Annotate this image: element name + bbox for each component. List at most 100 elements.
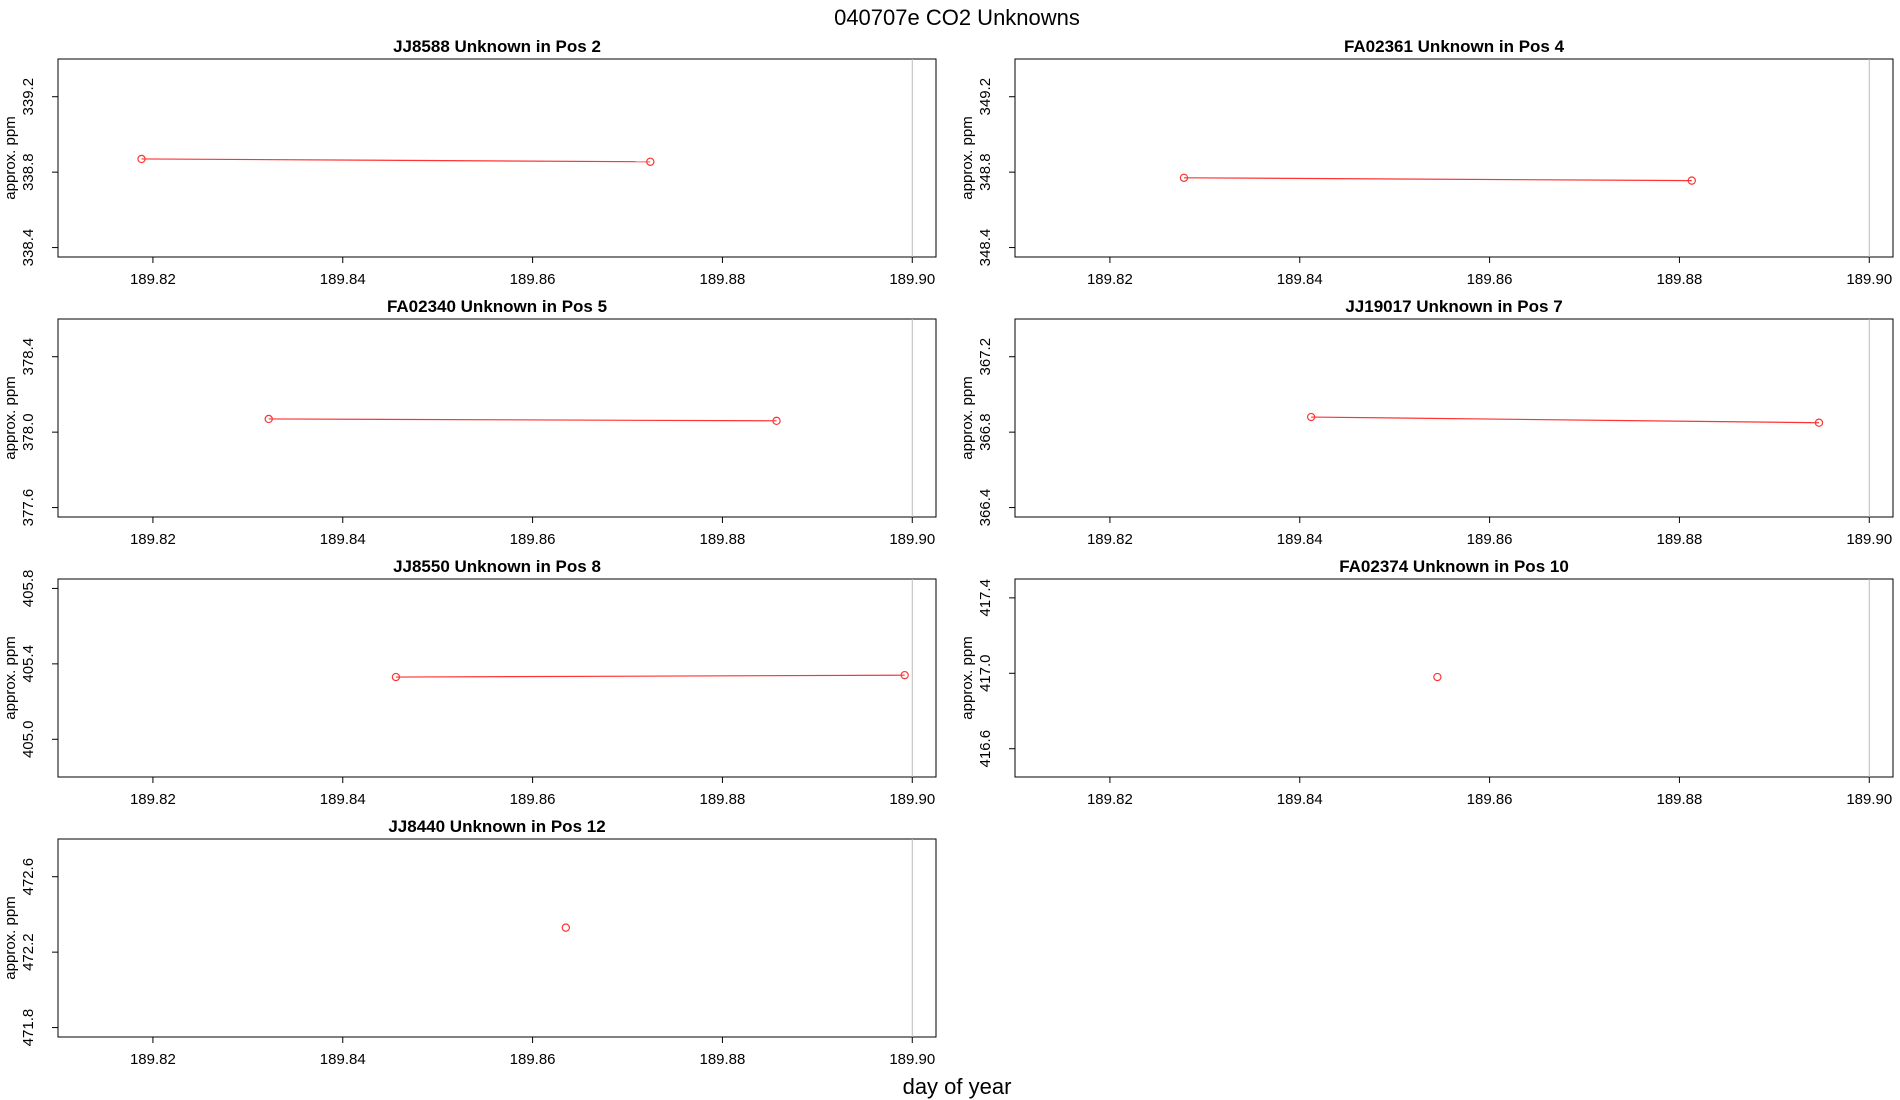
plot-frame [1014,58,1894,258]
plot-frame [57,838,937,1038]
x-tick-label: 189.90 [889,1051,935,1068]
x-tick-label: 189.86 [1467,531,1513,548]
panel-title: JJ8550 Unknown in Pos 8 [393,557,601,576]
chart-panel: FA02374 Unknown in Pos 10 189.82 189.84 189… [959,557,1894,808]
y-tick-label: 472.6 [20,858,37,896]
panel-title: FA02374 Unknown in Pos 10 [1339,557,1569,576]
data-point [1814,418,1824,427]
figure-title: 040707e CO2 Unknowns [834,5,1080,30]
x-tick-label: 189.84 [320,271,366,288]
x-tick-label: 189.88 [699,271,745,288]
y-tick-label: 417.4 [977,579,994,617]
x-tick-label: 189.90 [1846,791,1892,808]
x-tick-label: 189.88 [1656,791,1702,808]
data-point [561,923,571,932]
y-axis-label: approx. ppm [2,116,19,199]
panel-title: FA02361 Unknown in Pos 4 [1344,37,1565,56]
y-tick-label: 378.0 [20,413,37,451]
x-tick-label: 189.84 [1277,531,1323,548]
chart-panel: FA02361 Unknown in Pos 4 189.82 189.84 189.… [959,37,1894,288]
y-tick-label: 348.4 [977,229,994,267]
x-tick-label: 189.82 [130,271,176,288]
x-tick-label: 189.90 [889,531,935,548]
data-point [772,416,781,426]
y-tick-label: 338.8 [20,153,37,191]
series-line [141,158,651,163]
data-point [646,157,655,166]
chart-panel: JJ8550 Unknown in Pos 8 189.82 189.84 189.8… [2,557,937,808]
x-tick-label: 189.88 [1656,271,1702,288]
x-tick-label: 189.90 [889,271,935,288]
plot-frame [1014,578,1894,778]
plot-frame [57,318,937,518]
x-tick-label: 189.82 [1087,531,1133,548]
chart-panel: JJ19017 Unknown in Pos 7 189.82 189.84 189.… [959,297,1894,548]
x-tick-label: 189.82 [1087,271,1133,288]
y-tick-label: 366.8 [977,413,994,451]
y-axis-label: approx. ppm [2,636,19,719]
y-tick-label: 417.0 [977,655,994,693]
x-tick-label: 189.86 [510,1051,556,1068]
chart-panel: FA02340 Unknown in Pos 5 189.82 189.84 189.… [2,297,937,548]
data-point [1687,176,1696,185]
panel-title: JJ19017 Unknown in Pos 7 [1345,297,1562,316]
y-tick-label: 366.4 [977,489,994,527]
y-tick-label: 405.4 [20,645,37,683]
x-tick-label: 189.90 [1846,271,1892,288]
y-tick-label: 367.2 [977,338,994,376]
series-line [268,418,777,422]
series-line [395,674,905,678]
x-tick-label: 189.82 [130,1051,176,1068]
plot-frame [57,58,937,258]
x-tick-label: 189.86 [1467,271,1513,288]
series-line [1183,177,1692,182]
x-axis-label: day of year [903,1074,1012,1099]
x-tick-label: 189.90 [1846,531,1892,548]
data-point [900,670,909,680]
data-point [137,154,146,164]
series-line [1311,416,1819,424]
y-axis-label: approx. ppm [959,376,976,459]
data-point [1179,173,1189,182]
x-tick-label: 189.84 [320,791,366,808]
x-tick-label: 189.84 [1277,791,1323,808]
y-axis-label: approx. ppm [2,376,19,459]
data-point [1433,672,1442,682]
x-tick-label: 189.88 [1656,531,1702,548]
x-tick-label: 189.88 [699,531,745,548]
x-tick-label: 189.88 [699,791,745,808]
y-tick-label: 472.2 [20,933,37,971]
chart-panel: JJ8588 Unknown in Pos 2 189.82 189.84 189.8… [2,37,937,288]
x-tick-label: 189.82 [1087,791,1133,808]
x-tick-label: 189.82 [130,791,176,808]
x-tick-label: 189.86 [510,271,556,288]
x-tick-label: 189.84 [320,531,366,548]
x-tick-label: 189.86 [1467,791,1513,808]
y-tick-label: 416.6 [977,730,994,768]
y-axis-label: approx. ppm [959,116,976,199]
x-tick-label: 189.90 [889,791,935,808]
plot-frame [57,578,937,778]
panel-title: FA02340 Unknown in Pos 5 [387,297,607,316]
y-axis-label: approx. ppm [2,896,19,979]
data-point [264,414,273,424]
y-tick-label: 405.8 [20,570,37,608]
plot-frame [1014,318,1894,518]
y-tick-label: 378.4 [20,338,37,376]
chart-panel: JJ8440 Unknown in Pos 12 189.82 189.84 189.… [2,817,937,1068]
y-tick-label: 339.2 [20,78,37,116]
data-point [391,672,401,682]
chart-panels: JJ8588 Unknown in Pos 2 189.82 189.84 189.8… [2,37,1894,1068]
data-point [1306,412,1316,422]
y-tick-label: 405.0 [20,721,37,759]
x-tick-label: 189.84 [1277,271,1323,288]
x-tick-label: 189.88 [699,1051,745,1068]
y-axis-label: approx. ppm [959,636,976,719]
y-tick-label: 471.8 [20,1009,37,1047]
y-tick-label: 377.6 [20,489,37,527]
x-tick-label: 189.86 [510,791,556,808]
x-tick-label: 189.84 [320,1051,366,1068]
x-tick-label: 189.86 [510,531,556,548]
y-tick-label: 338.4 [20,229,37,267]
